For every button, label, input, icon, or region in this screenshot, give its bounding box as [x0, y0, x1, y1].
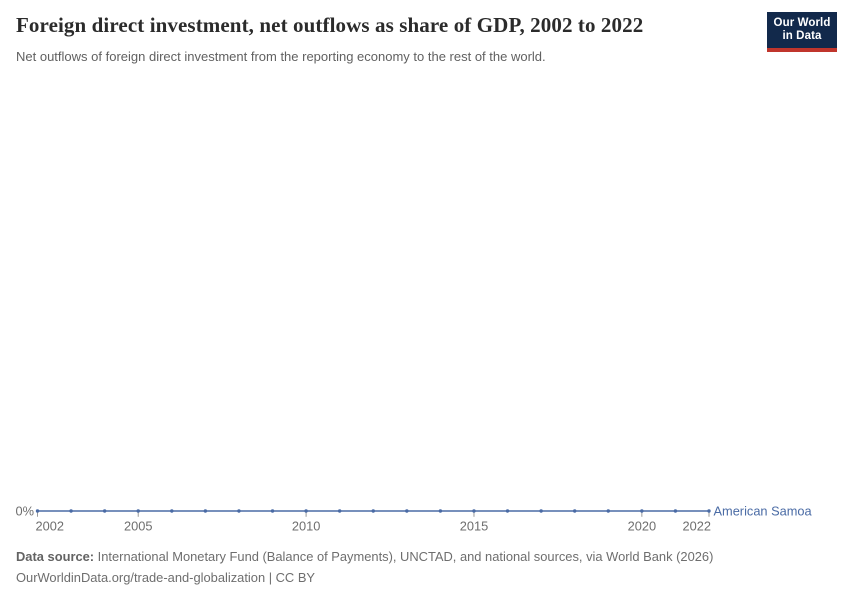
data-point-2022 [707, 509, 711, 513]
footer-attribution: OurWorldinData.org/trade-and-globalizati… [16, 569, 316, 585]
data-point-2013 [405, 509, 409, 513]
data-point-2011 [337, 509, 342, 513]
data-point-2017 [539, 509, 543, 513]
data-point-2008 [237, 509, 241, 513]
data-point-2002 [35, 509, 40, 513]
x-tick-label-2015: 2015 [460, 519, 488, 534]
x-tick-label-2020: 2020 [628, 519, 656, 534]
x-tick-label-2022: 2022 [683, 519, 711, 534]
data-point-2020 [640, 509, 644, 513]
data-point-2018 [573, 509, 577, 513]
data-point-2003 [69, 509, 73, 513]
x-tick-label-2010: 2010 [292, 519, 320, 534]
owid-logo-line1: Our World [773, 16, 831, 29]
x-tick-label-2005: 2005 [124, 519, 152, 534]
data-point-2015 [472, 509, 476, 513]
x-tick-label-2002: 2002 [36, 519, 64, 534]
data-point-2010 [304, 509, 308, 513]
data-point-2014 [438, 509, 443, 513]
series-label: American Samoa [714, 503, 813, 518]
owid-logo-line2: in Data [782, 30, 822, 42]
chart-title: Foreign direct investment, net outflows … [16, 13, 644, 37]
data-point-2007 [203, 509, 208, 513]
owid-logo: Our World in Data [767, 12, 837, 52]
y-axis-label: 0% [16, 503, 35, 518]
data-point-2021 [673, 509, 678, 513]
data-point-2004 [102, 509, 107, 513]
data-point-2016 [505, 509, 510, 513]
data-point-2005 [136, 509, 140, 513]
data-source-line: Data source: International Monetary Fund… [16, 547, 713, 568]
data-point-2019 [606, 509, 610, 513]
data-point-2012 [371, 509, 375, 513]
data-source-label: Data source: [16, 549, 95, 564]
chart-footer: Data source: International Monetary Fund… [16, 547, 713, 588]
data-point-2006 [170, 509, 174, 513]
data-source-text: International Monetary Fund (Balance of … [94, 549, 714, 564]
chart-subtitle: Net outflows of foreign direct investmen… [16, 49, 546, 64]
data-point-2009 [270, 509, 275, 513]
